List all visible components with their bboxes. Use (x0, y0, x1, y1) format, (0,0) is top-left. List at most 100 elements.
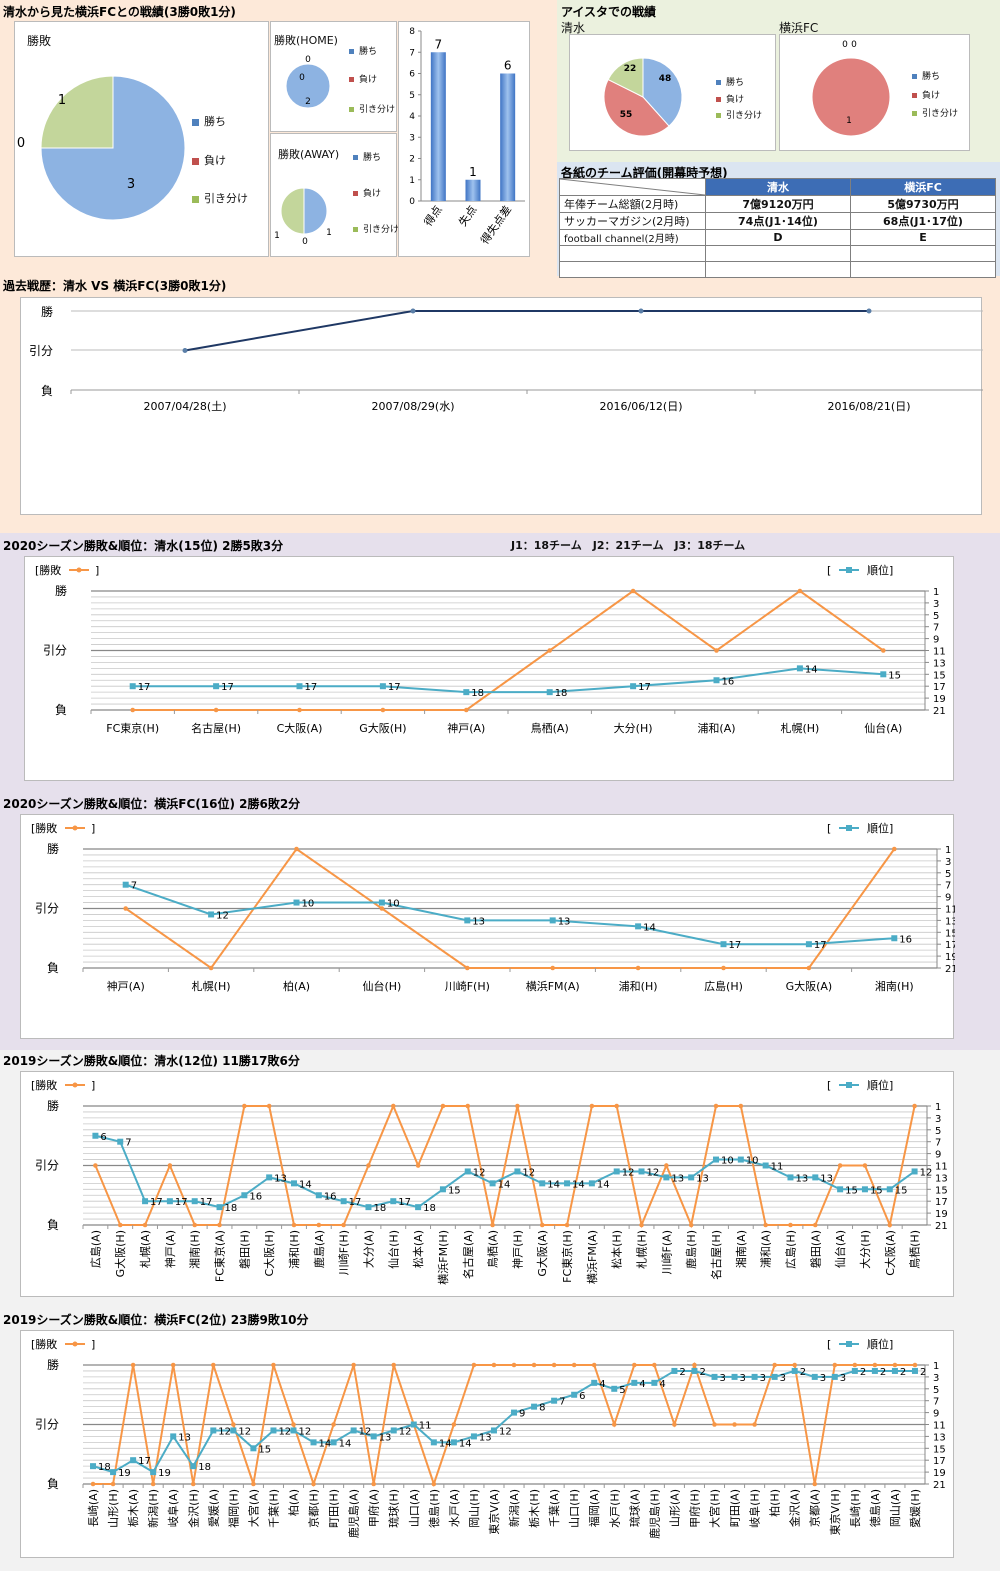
rank-point (891, 1367, 898, 1374)
rank-label: 14 (547, 1179, 560, 1190)
rank-tick-label: 19 (945, 952, 955, 963)
rank-point (886, 1186, 893, 1193)
history-point (410, 308, 416, 314)
result-point (630, 588, 636, 594)
result-point (564, 1222, 570, 1228)
result-point (881, 648, 886, 653)
aistadium-yokohama-label-loss: 1 (846, 116, 852, 126)
match-label: 山口(A) (408, 1489, 421, 1527)
rank-label: 2 (699, 1367, 705, 1378)
match-label: 広島(H) (704, 979, 743, 993)
rank-label: 18 (225, 1203, 238, 1214)
result-point (451, 1422, 457, 1427)
result-axis-label: 引分 (35, 1418, 59, 1432)
result-point (130, 707, 135, 713)
rank-tick-label: 7 (935, 1138, 941, 1149)
result-point (242, 1103, 247, 1109)
result-point (391, 1362, 397, 1368)
eval-header-yokohama: 横浜FC (850, 178, 996, 196)
aistadium-shimizu-legend-win: 勝ち (716, 75, 744, 88)
rank-label: 19 (118, 1468, 131, 1479)
rank-point (315, 1192, 322, 1199)
rank-line (95, 1134, 916, 1209)
rank-point (796, 665, 803, 672)
match-label: 名古屋(H) (709, 1230, 723, 1280)
match-label: 神戸(A) (447, 721, 485, 735)
rank-label: 14 (597, 1179, 610, 1190)
loss-swatch (192, 157, 199, 165)
rank-label: 2 (920, 1367, 926, 1378)
rank-label: 10 (387, 899, 400, 910)
match-label: 広島(H) (783, 1230, 797, 1269)
result-point (465, 1103, 471, 1109)
rank-label: 13 (379, 1432, 392, 1443)
eval-cell-yokohama: 68点(J1･17位) (850, 212, 996, 230)
match-label: 仙台(H) (362, 979, 401, 993)
rank-label: 3 (820, 1373, 826, 1384)
match-label: 鳥栖(A) (531, 721, 569, 735)
rank-point (365, 1204, 372, 1211)
rank-point (611, 1385, 618, 1392)
eval-cell-shimizu: 7億9120万円 (705, 195, 851, 213)
rank-tick-label: 13 (945, 916, 955, 927)
rank-line (125, 883, 895, 946)
result-point (351, 1362, 356, 1368)
rank-label: 14 (459, 1438, 472, 1449)
eval-cell-yokohama: E (850, 229, 996, 246)
result-point (380, 707, 386, 713)
eval-cell-shimizu (705, 261, 851, 278)
rank-label: 9 (519, 1409, 525, 1420)
total-pie-chart: 3 0 1 (17, 75, 186, 221)
result-point (713, 1103, 719, 1109)
match-label: C大阪(A) (277, 721, 323, 735)
aistadium-shimizu-label-win: 48 (659, 74, 672, 84)
rank-label: 16 (249, 1191, 262, 1202)
rank-point (330, 1439, 337, 1446)
legend-result-bracket: ] (95, 564, 99, 577)
rank-point (310, 1439, 317, 1446)
rank-point (880, 671, 887, 678)
head-to-head-title: 清水から見た横浜FCとの戦績(3勝0敗1分) (3, 5, 236, 19)
result-axis-label: 引分 (35, 902, 59, 916)
result-point (547, 648, 552, 653)
rank-point (110, 1469, 117, 1476)
match-label: 松本(H) (610, 1230, 624, 1269)
rank-label: 11 (771, 1162, 784, 1173)
result-point (551, 1362, 557, 1368)
match-label: 京都(H) (307, 1489, 321, 1528)
match-label: 鳥栖(A) (486, 1230, 500, 1268)
aistadium-shimizu-legend-loss: 負け (716, 92, 744, 105)
aistadium-yokohama-legend-draw: 引き分け (912, 106, 958, 119)
rank-tick-label: 3 (945, 857, 951, 868)
away-legend-win: 勝ち (353, 150, 381, 163)
match-label: 札幌(H) (635, 1230, 649, 1269)
rank-point (290, 1427, 297, 1434)
rank-tick-label: 19 (935, 1209, 948, 1220)
rank-label: 13 (820, 1173, 833, 1184)
result-point (688, 1222, 694, 1228)
rank-point (539, 1180, 546, 1187)
rank-label: 18 (373, 1203, 386, 1214)
bar-category-label: 失点 (456, 203, 479, 228)
aistadium-shimizu-legend-draw: 引き分け (716, 108, 762, 121)
rank-label: 3 (760, 1373, 766, 1384)
result-point (150, 1481, 156, 1487)
season-chart-3-title: 2019シーズン勝敗&順位：清水(12位) 11勝17敗6分 (3, 1054, 300, 1068)
rank-label: 14 (643, 922, 656, 933)
rank-point (378, 899, 385, 906)
rank-tick-label: 11 (935, 1162, 948, 1173)
legend-result-marker (76, 567, 82, 573)
aistadium-yokohama-legend-loss: 負け (912, 88, 940, 101)
rank-point (787, 1174, 794, 1181)
rank-label: 13 (479, 1432, 492, 1443)
rank-point (688, 1174, 695, 1181)
rank-point (450, 1439, 457, 1446)
rank-label: 14 (572, 1179, 585, 1190)
result-point (892, 1362, 898, 1368)
history-date-label: 2016/08/21(日) (828, 400, 911, 413)
match-label: 琉球(H) (387, 1489, 401, 1528)
pie-slice-win (303, 187, 328, 235)
result-point (772, 1362, 777, 1368)
